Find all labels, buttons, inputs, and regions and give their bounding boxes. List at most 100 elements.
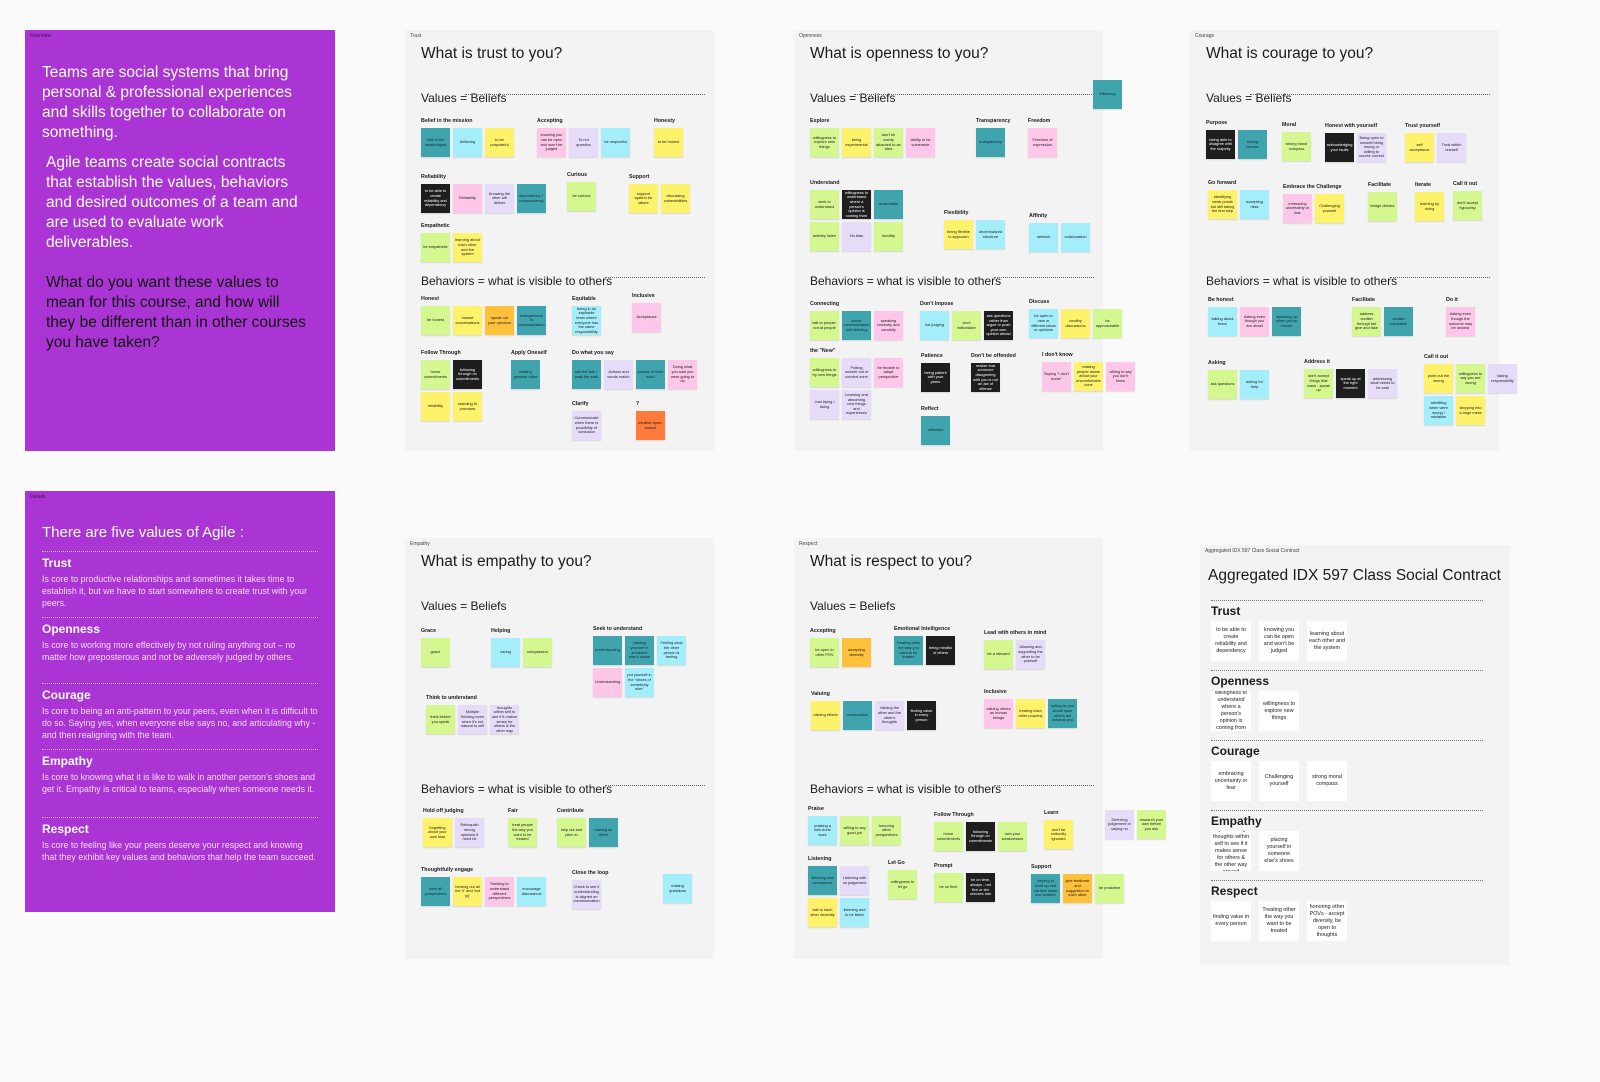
sticky-note[interactable]: Being open to oneself being wrong or wil…	[1357, 133, 1386, 162]
sticky-note[interactable]: talk to each other decently	[808, 898, 837, 927]
sticky-note[interactable]: be flexible to adapt perspective	[874, 358, 903, 387]
sticky-note[interactable]: be empathetic	[421, 233, 450, 262]
sticky-note[interactable]: Actions and words match	[604, 360, 633, 389]
sticky-note[interactable]: seek to understand	[810, 190, 839, 219]
sticky-note[interactable]: following through on commitments	[453, 360, 482, 389]
sticky-note[interactable]: accepting diversity	[842, 638, 871, 667]
sticky-note[interactable]: reliability	[421, 392, 450, 421]
sticky-note[interactable]: addressing what needs to be said	[1368, 369, 1397, 398]
sticky-note[interactable]: stepping into a large mess	[1456, 396, 1485, 425]
sticky-note[interactable]: talk the talk + walk the walk	[572, 360, 601, 389]
sticky-note[interactable]: don't accept things that clash - speak u…	[1304, 369, 1333, 398]
sticky-note[interactable]: don't be culturally ignorant	[1044, 820, 1073, 849]
sticky-note[interactable]: compassion	[523, 638, 552, 667]
contract-card[interactable]: finding value in every person	[1211, 901, 1251, 941]
sticky-note[interactable]: Asking even though you are afraid	[1240, 307, 1269, 336]
sticky-note[interactable]: making people aware about your uncomfort…	[1074, 362, 1103, 391]
sticky-note[interactable]: being patient with your peers	[921, 363, 950, 392]
sticky-note[interactable]: research your own before you ask	[1137, 810, 1166, 839]
sticky-note[interactable]: Just trying / doing	[810, 390, 839, 419]
sticky-note[interactable]: Feeling what the other person is feeling	[657, 636, 686, 665]
sticky-note[interactable]: transparency	[976, 128, 1005, 157]
sticky-note[interactable]: talking about fears	[1208, 307, 1237, 336]
sticky-note[interactable]: dependency + independency	[517, 184, 546, 213]
sticky-note[interactable]: having resolve	[1238, 130, 1267, 159]
sticky-note[interactable]: Trust within oneself	[1437, 133, 1466, 162]
sticky-note[interactable]: Understanding	[593, 668, 622, 697]
sticky-note[interactable]: Putting oneself out of comfort zone	[842, 358, 871, 387]
sticky-note[interactable]: accepting risks	[1240, 190, 1269, 219]
sticky-note[interactable]: reasonable	[874, 190, 903, 219]
contract-card[interactable]: Treating other the way you want to be tr…	[1259, 901, 1299, 941]
sticky-note[interactable]: Check to see if understanding is aligned…	[572, 880, 601, 909]
sticky-note[interactable]: honor commitments	[421, 360, 450, 389]
sticky-note[interactable]: To not question	[569, 128, 598, 157]
sticky-note[interactable]: acting as you would have others act towa…	[1048, 699, 1077, 728]
sticky-note[interactable]: Ability to be vulnerable	[906, 128, 935, 157]
sticky-note[interactable]: being mindful of others	[926, 636, 955, 665]
sticky-note[interactable]: honoring other perspectives	[872, 816, 901, 845]
sticky-note[interactable]: not judging	[920, 311, 949, 340]
sticky-note[interactable]: to be honest	[654, 128, 683, 157]
contract-card[interactable]: strong moral compass	[1307, 761, 1347, 801]
sticky-note[interactable]: Doing what you said you were going to do	[668, 360, 697, 389]
sticky-note[interactable]: speaking up when you're unsure	[1272, 307, 1301, 336]
sticky-note[interactable]: put yourself in the "shoes of somebody e…	[625, 668, 654, 697]
sticky-note[interactable]: give feedback and suggestion to each oth…	[1063, 874, 1092, 903]
sticky-note[interactable]: transparency in communication	[517, 306, 546, 335]
sticky-note[interactable]: Knowing the other will deliver	[485, 184, 514, 213]
sticky-note[interactable]: valuing others as human beings	[984, 699, 1013, 728]
contract-card[interactable]: knowing you can be open and won't be jud…	[1259, 621, 1299, 661]
sticky-note[interactable]: following through on commitments	[966, 822, 995, 851]
sticky-note[interactable]: making questions	[663, 874, 692, 903]
contract-card[interactable]: to be able to create reliability and dep…	[1211, 621, 1251, 661]
sticky-note[interactable]: ask questions rather than argue or push …	[984, 311, 1013, 340]
sticky-note[interactable]: asking for help	[1240, 370, 1269, 399]
sticky-note[interactable]: don't be overly attached to an idea	[874, 128, 903, 157]
sticky-note[interactable]: Challenging yourself	[1315, 194, 1344, 223]
sticky-note[interactable]: willingness to let go	[888, 870, 917, 899]
sticky-note[interactable]: willingness to explore new things	[810, 128, 839, 157]
sticky-note[interactable]: Valuing the other and the other's though…	[875, 701, 904, 730]
frame-respect[interactable]: Respect What is respect to you? Values = B…	[794, 538, 1166, 959]
sticky-note[interactable]: being able to disagree with the majority	[1206, 130, 1235, 159]
sticky-note[interactable]: think before you speak	[426, 705, 455, 734]
frame-empathy[interactable]: Empathy What is empathy to you? Values = B…	[405, 538, 714, 959]
sticky-note[interactable]: hearing out all the 'if' and 'but (s)'	[453, 877, 482, 906]
sticky-note[interactable]: helping to build up and not tear down on…	[1031, 874, 1060, 903]
sticky-note[interactable]: Asking even though the outcome may be un…	[1446, 307, 1475, 336]
sticky-note[interactable]: ask questions	[1208, 370, 1237, 399]
sticky-note[interactable]: Deferring judgement or saying no	[1105, 810, 1134, 839]
sticky-note[interactable]: admitting when were wrong / mistaken	[1424, 396, 1453, 425]
sticky-note[interactable]: honor commitments	[934, 822, 963, 851]
sticky-note[interactable]: efficiency	[1093, 80, 1122, 109]
contract-card[interactable]: placing yourself in someone else's shoes	[1259, 831, 1299, 871]
sticky-note[interactable]: Saying "I don't know"	[1042, 362, 1071, 391]
sticky-note[interactable]: treat people the way you want to be trea…	[508, 818, 537, 847]
frame-courage[interactable]: Courage What is courage to you? Values = B…	[1190, 30, 1517, 451]
sticky-note[interactable]: to be purposeful	[485, 128, 514, 157]
sticky-note[interactable]: learning about each other and the system	[453, 233, 482, 262]
sticky-note[interactable]: point out the wrong	[1424, 364, 1453, 393]
sticky-note[interactable]: actively listen	[810, 222, 839, 251]
contract-card[interactable]: Questioning thoughts within self to see …	[1211, 831, 1251, 871]
sticky-note[interactable]: No bias	[842, 222, 871, 251]
sticky-note[interactable]: valuing efforts	[811, 701, 840, 730]
sticky-note[interactable]: finding value in every person	[907, 701, 936, 730]
sticky-note[interactable]: making an effort	[589, 818, 618, 847]
contract-card[interactable]: willingness to understand where a person…	[1211, 691, 1251, 731]
sticky-note[interactable]: Multiple thinking even when it's not nat…	[458, 705, 487, 734]
sticky-note[interactable]: Seeking to understand different perspect…	[485, 877, 514, 906]
sticky-note[interactable]: understanding	[593, 636, 622, 665]
sticky-note[interactable]: bridge divides	[1368, 192, 1397, 221]
sticky-note[interactable]: be on time	[934, 873, 963, 902]
sticky-note[interactable]: Allowing and supporting the other to be …	[1016, 640, 1045, 669]
sticky-note[interactable]: Relinquish strong opinions if need be	[455, 818, 484, 847]
sticky-note[interactable]: Listening with no judgement	[840, 866, 869, 895]
contract-card[interactable]: embracing uncertainty or fear	[1211, 761, 1251, 801]
sticky-note[interactable]: be approachable	[1093, 309, 1122, 338]
sticky-note[interactable]: be on time, always - not five or ten min…	[966, 873, 995, 902]
sticky-note[interactable]: humility	[874, 222, 903, 251]
sticky-note[interactable]: speak up at the right moment	[1336, 369, 1365, 398]
frame-openness[interactable]: Openness What is openness to you? Values =…	[794, 30, 1135, 451]
